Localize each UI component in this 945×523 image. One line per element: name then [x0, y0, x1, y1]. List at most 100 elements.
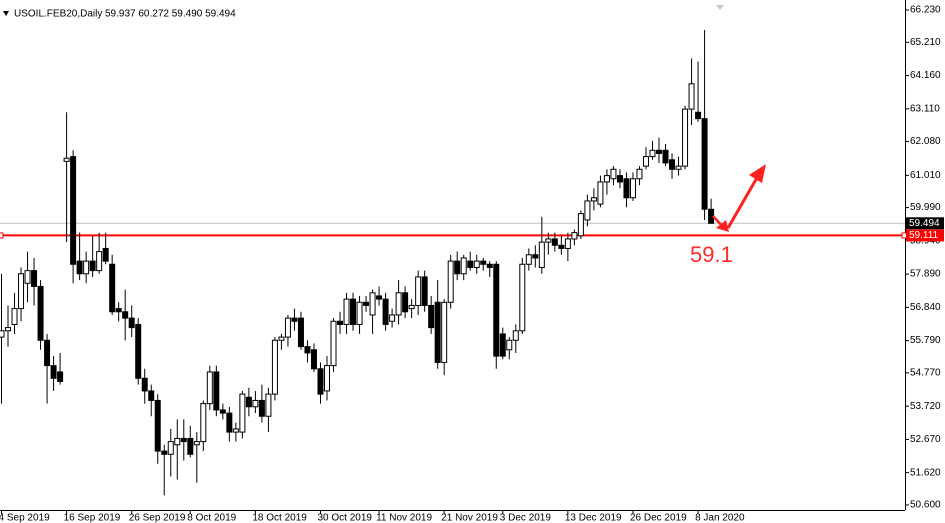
- candle-body: [597, 181, 604, 205]
- y-tick-label: 51.620: [910, 467, 941, 478]
- candle-body: [141, 377, 148, 392]
- candle-body: [258, 399, 265, 417]
- candle-body: [187, 437, 194, 455]
- candle-body: [701, 118, 708, 210]
- candle-body: [213, 371, 220, 411]
- candle-body: [389, 314, 396, 322]
- candle-body: [558, 244, 565, 249]
- price-label-box: [906, 217, 944, 230]
- candle-body: [656, 149, 663, 154]
- shift-marker: [716, 5, 724, 10]
- candle-body: [695, 111, 702, 120]
- x-tick-label: 3 Dec 2019: [500, 513, 552, 523]
- candle-body: [421, 276, 428, 306]
- candle-body: [330, 320, 337, 367]
- candle-body: [226, 412, 233, 433]
- candle-body: [154, 399, 161, 452]
- candle-body: [460, 257, 467, 275]
- candle-body: [532, 254, 539, 259]
- candle-body: [486, 263, 493, 268]
- y-tick-label: 61.010: [910, 170, 941, 181]
- candle-body: [519, 263, 526, 332]
- arrow-tail-head: [716, 220, 729, 232]
- price-label-box: [906, 229, 944, 242]
- candle-body: [382, 298, 389, 325]
- x-tick-label: 13 Dec 2019: [565, 513, 622, 523]
- candle-body: [102, 247, 109, 262]
- plot-area: [0, 29, 905, 496]
- candle-body: [480, 260, 487, 265]
- candle-body: [317, 368, 324, 395]
- candle-body: [193, 441, 200, 446]
- y-tick-label: 56.840: [910, 302, 941, 313]
- candle-body: [454, 260, 461, 275]
- line-end-handle: [0, 232, 4, 239]
- candle-body: [337, 320, 344, 325]
- symbol-title: USOIL.FEB20,Daily: [14, 9, 102, 20]
- header-ohlc: 59.937 60.272 59.490 59.494: [105, 9, 236, 20]
- x-tick-label: 26 Sep 2019: [129, 513, 186, 523]
- candle-body: [37, 285, 44, 341]
- candle-body: [402, 292, 409, 313]
- candle-body: [180, 437, 187, 443]
- candle-body: [376, 295, 383, 300]
- candle-body: [688, 83, 695, 110]
- candle-body: [161, 450, 168, 455]
- candle-body: [577, 213, 584, 237]
- candle-body: [284, 317, 291, 338]
- candle-body: [636, 168, 643, 180]
- candle-body: [499, 333, 506, 357]
- candle-body: [291, 317, 298, 322]
- candle-body: [343, 298, 350, 325]
- candle-body: [24, 270, 31, 284]
- y-tick-label: 66.230: [910, 5, 941, 16]
- y-tick-label: 59.990: [910, 202, 941, 213]
- candle-body: [50, 365, 57, 379]
- candle-body: [11, 308, 18, 325]
- arrow-shaft: [726, 175, 760, 229]
- candle-body: [428, 304, 435, 329]
- candle-body: [219, 409, 226, 414]
- annotation: 59.1: [690, 242, 733, 267]
- candle-body: [5, 327, 12, 332]
- candle-body: [206, 371, 213, 405]
- candle-body: [310, 349, 317, 370]
- candle-body: [356, 301, 363, 325]
- candle-body: [297, 317, 304, 348]
- candle-body: [512, 330, 519, 341]
- candle-body: [610, 168, 617, 180]
- candle-body: [584, 200, 591, 221]
- candle-body: [63, 157, 70, 162]
- candle-body: [174, 437, 181, 446]
- candle-body: [395, 292, 402, 316]
- x-tick-label: 18 Oct 2019: [252, 513, 307, 523]
- candle-body: [434, 301, 441, 363]
- x-tick-label: 26 Dec 2019: [630, 513, 687, 523]
- candle-body: [245, 396, 252, 408]
- candle-body: [538, 241, 545, 268]
- candle-body: [122, 311, 129, 319]
- candle-body: [167, 441, 174, 455]
- x-tick-label: 11 Nov 2019: [376, 513, 432, 523]
- x-tick-label: 4 Sep 2019: [0, 513, 50, 523]
- candle-body: [239, 393, 246, 433]
- candle-body: [31, 270, 38, 287]
- candle-body: [324, 365, 330, 392]
- candle-body: [590, 197, 597, 202]
- candle-body: [232, 428, 239, 433]
- candle-body: [148, 390, 155, 401]
- menu-triangle[interactable]: [3, 11, 9, 16]
- candle-body: [545, 238, 552, 243]
- candle-body: [70, 156, 77, 265]
- candle-body: [76, 260, 83, 275]
- price-label: 59.494: [909, 218, 940, 229]
- candle-body: [473, 260, 480, 268]
- candle-body: [304, 346, 311, 354]
- candle-body: [642, 156, 649, 167]
- candle-body: [18, 273, 25, 310]
- y-tick-label: 52.670: [910, 434, 941, 445]
- candle-body: [0, 330, 5, 338]
- candle-body: [669, 159, 676, 170]
- candle-body: [629, 178, 636, 199]
- candle-body: [44, 339, 51, 367]
